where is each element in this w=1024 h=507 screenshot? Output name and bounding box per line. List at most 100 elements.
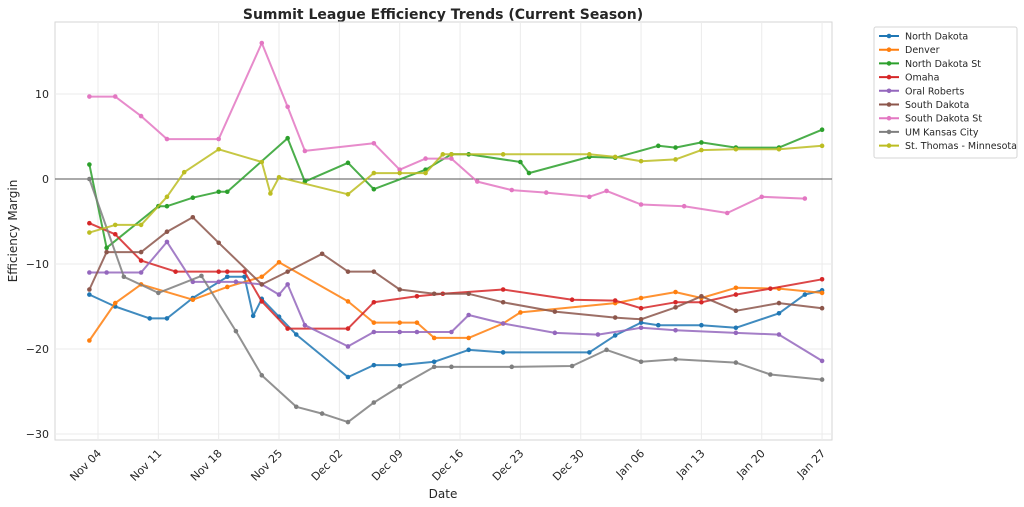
series-line: [89, 144, 823, 234]
data-point: [466, 335, 471, 341]
series-um-kansas-city: [87, 176, 825, 425]
data-point: [285, 326, 290, 331]
data-point: [449, 329, 454, 335]
data-point: [819, 305, 825, 311]
data-point: [733, 360, 739, 365]
legend-marker: [886, 47, 892, 52]
data-point: [225, 274, 230, 280]
data-point: [466, 291, 471, 297]
data-point: [638, 359, 644, 365]
data-point: [371, 329, 377, 335]
data-point: [638, 202, 644, 207]
data-point: [259, 373, 265, 378]
data-point: [733, 146, 739, 152]
data-point: [225, 284, 230, 290]
series-omaha: [87, 220, 825, 331]
data-point: [216, 279, 221, 285]
data-point: [87, 176, 92, 182]
data-point: [431, 291, 437, 297]
x-tick-label: Dec 16: [430, 447, 467, 484]
x-tick-label: Jan 06: [613, 447, 647, 481]
legend-label: North Dakota: [905, 32, 968, 43]
data-point: [345, 326, 351, 331]
data-point: [587, 350, 592, 355]
data-point: [733, 308, 739, 314]
data-point: [819, 127, 825, 132]
legend-item: South Dakota St: [879, 114, 982, 125]
data-point: [87, 94, 92, 99]
data-point: [733, 285, 739, 291]
data-point: [285, 282, 290, 287]
x-tick-label: Nov 04: [67, 447, 104, 484]
data-point: [147, 316, 153, 321]
data-point: [181, 169, 187, 175]
data-point: [225, 189, 230, 195]
data-point: [216, 189, 221, 195]
data-point: [225, 269, 230, 274]
data-point: [138, 249, 144, 255]
data-point: [681, 203, 687, 209]
data-point: [397, 362, 403, 368]
data-point: [638, 316, 644, 322]
x-tick-label: Dec 23: [490, 447, 527, 484]
data-point: [121, 274, 127, 280]
data-point: [699, 140, 704, 145]
data-point: [276, 260, 282, 265]
data-point: [819, 290, 825, 296]
data-point: [164, 136, 170, 142]
data-point: [156, 290, 161, 296]
data-point: [819, 377, 825, 382]
legend-item: South Dakota: [879, 100, 969, 111]
data-point: [285, 104, 290, 110]
data-point: [449, 152, 454, 157]
data-point: [259, 274, 265, 280]
data-point: [259, 40, 265, 46]
legend-label: South Dakota: [905, 100, 969, 111]
legend-label: UM Kansas City: [905, 127, 979, 138]
data-point: [397, 167, 403, 172]
legend: North Dakota Denver North Dakota St Omaha Or…: [873, 26, 1018, 159]
plot-area: [54, 21, 833, 441]
data-point: [802, 292, 808, 297]
data-point: [112, 300, 118, 306]
y-tick-label: −20: [26, 343, 49, 356]
legend-item: Omaha: [879, 73, 939, 84]
x-tick-label: Nov 18: [188, 447, 225, 484]
data-point: [518, 310, 523, 315]
series-south-dakota: [87, 214, 825, 322]
data-point: [440, 152, 446, 157]
data-point: [371, 141, 377, 146]
data-point: [276, 292, 282, 297]
data-point: [319, 411, 325, 416]
y-tick-label: −10: [26, 258, 49, 271]
data-point: [112, 94, 118, 99]
data-point: [699, 299, 704, 305]
series-line: [88, 275, 823, 379]
data-point: [190, 195, 196, 200]
data-point: [268, 191, 273, 196]
data-point: [397, 384, 403, 389]
legend-label: South Dakota St: [905, 114, 982, 125]
series-line: [88, 128, 823, 249]
legend-marker: [886, 74, 892, 80]
data-point: [673, 145, 678, 150]
x-tick-label: Jan 13: [673, 447, 707, 481]
data-point: [604, 188, 609, 194]
data-point: [431, 364, 437, 370]
data-point: [500, 321, 506, 326]
legend-box: [873, 26, 1018, 159]
data-point: [500, 299, 506, 305]
data-point: [638, 305, 644, 311]
legend-item: Denver: [879, 45, 940, 56]
data-point: [423, 156, 428, 161]
data-point: [345, 344, 351, 349]
legend-marker: [886, 88, 892, 94]
data-point: [371, 400, 377, 405]
data-point: [164, 194, 170, 200]
data-point: [776, 332, 782, 337]
gridlines: [55, 22, 832, 440]
data-point: [164, 203, 170, 209]
legend-item: North Dakota: [879, 32, 968, 43]
data-point: [733, 292, 739, 297]
data-point: [638, 325, 644, 331]
